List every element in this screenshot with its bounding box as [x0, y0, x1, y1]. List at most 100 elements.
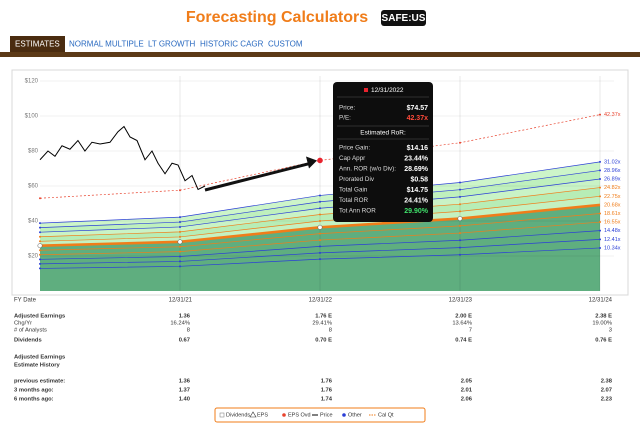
x-tick-label: 12/31/24: [589, 298, 613, 304]
cell: 8: [187, 328, 190, 334]
band-fill: [40, 179, 600, 237]
cell: 1.40: [179, 397, 190, 403]
cell: 19.00%: [592, 321, 612, 327]
line-marker: [599, 160, 601, 163]
line-marker: [39, 231, 41, 234]
line-marker: [459, 203, 461, 206]
line-marker: [319, 213, 321, 216]
y-tick-label: $20: [28, 254, 39, 260]
y-tick-label: $40: [28, 219, 39, 225]
tooltip-label: Cap Appr: [339, 155, 365, 162]
cell: 1.37: [179, 388, 190, 394]
line-marker: [39, 262, 41, 265]
cell: 1.76: [321, 379, 333, 385]
tooltip-section: Estimated RoR:: [360, 130, 406, 137]
row-label: Dividends: [14, 338, 42, 344]
line-marker: [179, 189, 181, 192]
line-marker: [599, 113, 601, 116]
cell: 2.00 E: [455, 314, 472, 320]
logo-box: [381, 10, 426, 26]
cell: 1.76 E: [315, 314, 332, 320]
tooltip-value: $14.75: [407, 187, 429, 194]
tab[interactable]: LT GROWTH: [148, 40, 195, 49]
arrow-head: [306, 156, 317, 169]
y-tick-label: $80: [28, 149, 39, 155]
legend-label: Price: [320, 412, 333, 418]
line-marker: [599, 246, 601, 249]
cell: 8: [329, 328, 332, 334]
line-marker: [459, 181, 461, 184]
tooltip-value: 29.90%: [404, 208, 429, 215]
band-fill: [40, 170, 600, 233]
cell: 0.67: [179, 338, 190, 344]
row-label: # of Analysts: [14, 328, 47, 334]
line-marker: [179, 255, 181, 258]
cell: 2.38: [601, 379, 613, 385]
line-marker: [599, 169, 601, 172]
line-marker: [319, 207, 321, 210]
line-marker: [179, 265, 181, 268]
line-marker: [459, 210, 461, 213]
cell: 13.64%: [452, 321, 472, 327]
tab-bar: [0, 52, 640, 57]
multiple-label: 31.02x: [604, 159, 621, 165]
cell: 3: [609, 328, 612, 334]
cell: 29.41%: [312, 321, 332, 327]
price-line: [39, 125, 206, 191]
line-marker: [319, 200, 321, 203]
line-marker: [179, 230, 181, 233]
tab[interactable]: CUSTOM: [268, 40, 303, 49]
tooltip-value: 24.41%: [404, 197, 429, 204]
tooltip-label: Total Gain: [339, 187, 368, 194]
line-marker: [179, 235, 181, 238]
legend-icon: [342, 413, 346, 417]
line-marker: [39, 222, 41, 225]
line-marker: [599, 178, 601, 180]
cell: 0.74 E: [455, 338, 472, 344]
history-title: Adjusted Earnings: [14, 355, 65, 361]
line-marker: [459, 188, 461, 191]
cell: 0.76 E: [595, 338, 612, 344]
logo-text: SAFE:US: [382, 13, 426, 24]
cell: 1.76: [321, 388, 333, 394]
line-marker: [179, 216, 181, 219]
tab[interactable]: ESTIMATES: [15, 40, 60, 49]
cell: 2.38 E: [595, 314, 612, 320]
line-marker: [179, 225, 181, 228]
y-tick-label: $60: [28, 184, 39, 190]
tab[interactable]: NORMAL MULTIPLE: [69, 40, 144, 49]
line-marker: [319, 220, 321, 222]
line-marker: [459, 246, 461, 249]
multiple-label: 18.61x: [604, 211, 621, 217]
legend-label: Cal Qt: [378, 412, 394, 418]
eps-point: [317, 224, 323, 230]
line-marker: [319, 194, 321, 197]
line-marker: [39, 258, 41, 261]
line-marker: [459, 253, 461, 256]
eps-point: [37, 243, 43, 249]
line-marker: [319, 239, 321, 242]
cell: 1.36: [179, 379, 191, 385]
line-marker: [179, 245, 181, 248]
tooltip-value: 23.44%: [404, 155, 429, 162]
line-marker: [179, 250, 181, 253]
tooltip-swatch: [364, 88, 368, 92]
line-marker: [459, 195, 461, 198]
line-marker: [39, 240, 41, 243]
tab-active-bg: [10, 36, 65, 52]
line-marker: [599, 229, 601, 232]
multiple-line: [39, 114, 601, 199]
line-marker: [599, 195, 601, 198]
tooltip-label: Price Gain:: [339, 145, 370, 152]
line-marker: [319, 251, 321, 254]
line-marker: [459, 232, 461, 235]
tooltip-box: [333, 82, 433, 222]
tooltip-value: $0.58: [410, 176, 428, 183]
multiple-label: 10.34x: [604, 245, 621, 251]
line-marker: [319, 245, 321, 248]
multiple-label: 16.55x: [604, 220, 621, 226]
tab[interactable]: HISTORIC CAGR: [200, 40, 264, 49]
legend-icon: [219, 412, 225, 418]
